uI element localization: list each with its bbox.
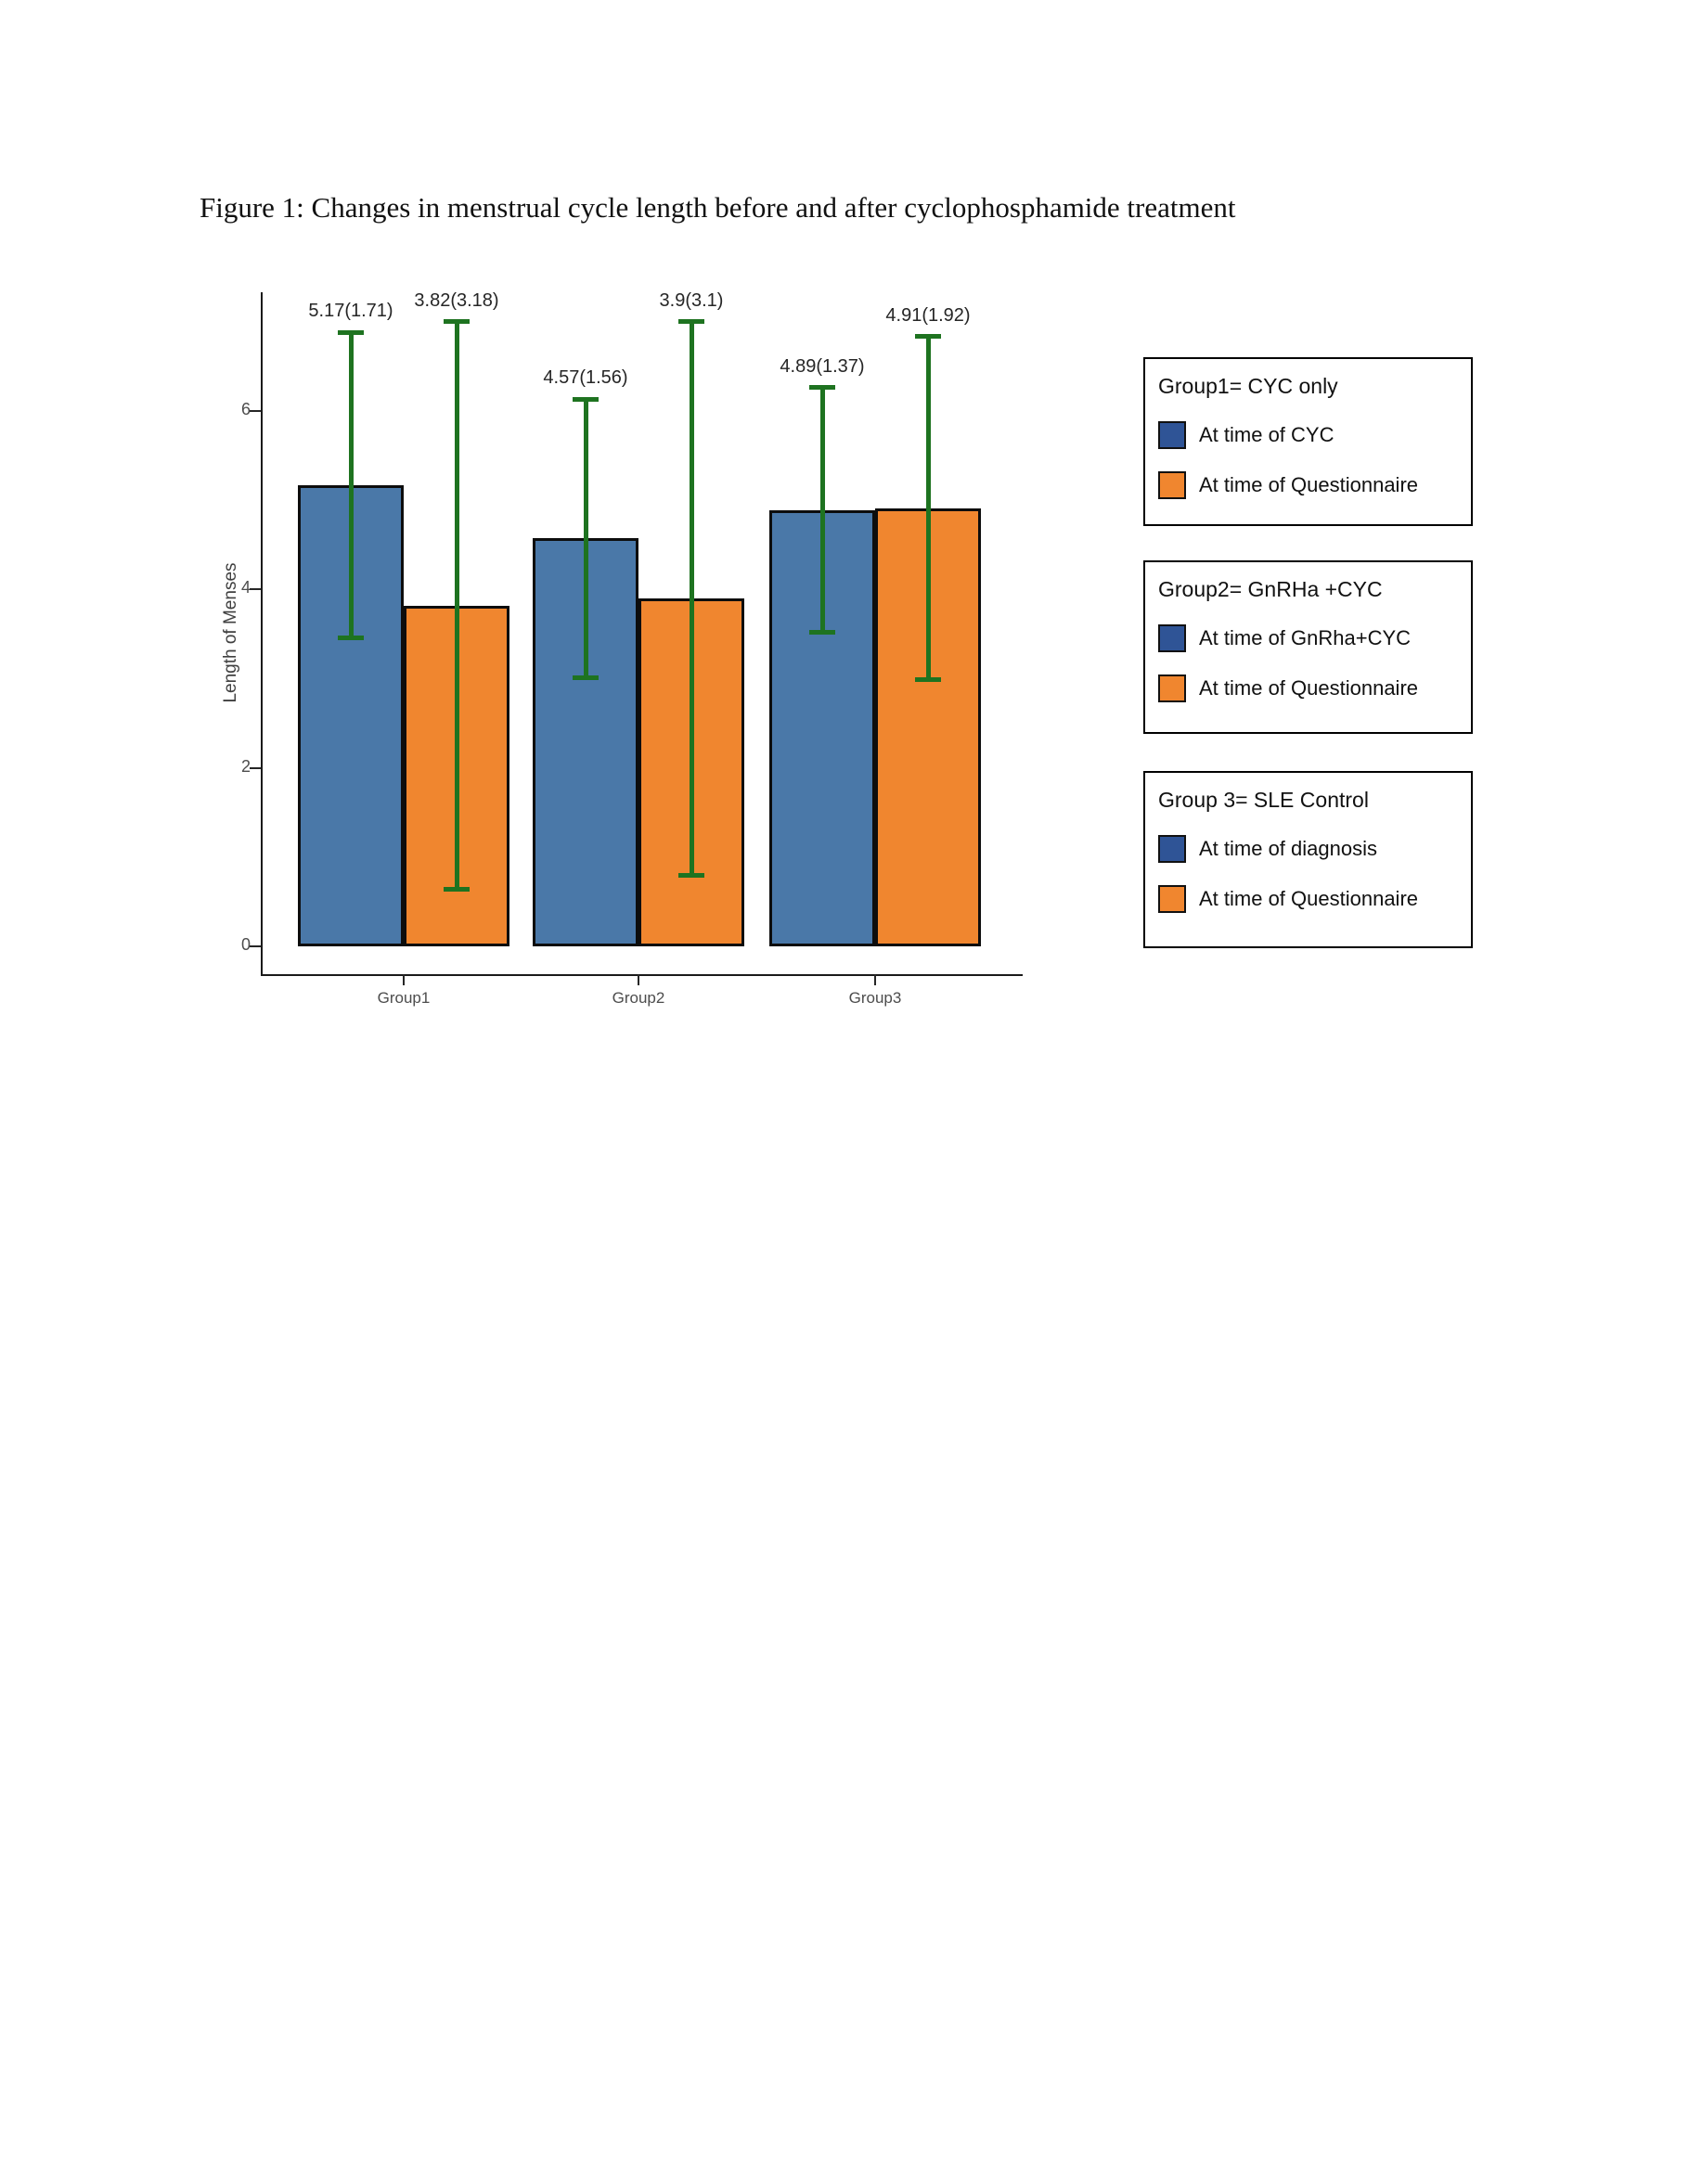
legend-item-label: At time of Questionnaire xyxy=(1199,887,1419,910)
y-tick-mark xyxy=(250,588,261,591)
x-tick-mark xyxy=(874,974,876,985)
orange-swatch-icon xyxy=(1158,885,1186,913)
y-axis-line xyxy=(261,292,263,976)
x-tick-label: Group3 xyxy=(848,989,902,1007)
error-bar-top-cap xyxy=(678,319,704,325)
legend-item: At time of diagnosis xyxy=(1158,835,1462,863)
legend-item-label: At time of diagnosis xyxy=(1199,837,1377,860)
bar-group2-blue xyxy=(533,538,638,946)
blue-swatch-icon xyxy=(1158,624,1186,652)
error-bar-bottom-cap xyxy=(444,886,470,892)
legend-item-label: At time of Questionnaire xyxy=(1199,676,1419,700)
error-bar-top-cap xyxy=(444,319,470,325)
error-bar xyxy=(925,336,931,680)
error-bar-bottom-cap xyxy=(915,676,941,682)
y-tick-mark xyxy=(250,766,261,769)
legend-item-label: At time of GnRha+CYC xyxy=(1199,626,1412,649)
legend-item-label: At time of CYC xyxy=(1199,423,1334,446)
legend-item: At time of CYC xyxy=(1158,421,1462,449)
orange-swatch-icon xyxy=(1158,471,1186,499)
error-bar xyxy=(819,387,825,633)
blue-swatch-icon xyxy=(1158,835,1186,863)
error-bar-bottom-cap xyxy=(573,674,599,680)
error-bar-bottom-cap xyxy=(809,629,835,635)
error-bar xyxy=(689,321,694,876)
x-tick-mark xyxy=(638,974,639,985)
legend-item: At time of Questionnaire xyxy=(1158,674,1462,702)
orange-swatch-icon xyxy=(1158,674,1186,702)
value-label: 3.9(3.1) xyxy=(659,289,724,311)
error-bar-top-cap xyxy=(809,385,835,391)
legend-group2-title: Group2= GnRHa +CYC xyxy=(1158,577,1383,601)
y-tick-label: 6 xyxy=(240,399,251,418)
value-label: 5.17(1.71) xyxy=(308,301,393,322)
legend-item: At time of Questionnaire xyxy=(1158,885,1462,913)
y-tick-label: 4 xyxy=(240,578,251,597)
y-tick-mark xyxy=(250,945,261,947)
x-axis-line xyxy=(261,974,1023,976)
figure-caption: Figure 1: Changes in menstrual cycle len… xyxy=(200,191,1236,224)
x-tick-mark xyxy=(403,974,405,985)
legend-group1: Group1= CYC only At time of CYC At time … xyxy=(1143,357,1473,526)
error-bar xyxy=(454,321,459,890)
legend-group3-title: Group 3= SLE Control xyxy=(1158,788,1369,812)
error-bar xyxy=(348,332,354,638)
value-label: 4.89(1.37) xyxy=(780,355,865,377)
error-bar-bottom-cap xyxy=(678,872,704,878)
y-tick-mark xyxy=(250,409,261,412)
y-tick-label: 0 xyxy=(240,935,251,954)
error-bar-bottom-cap xyxy=(338,635,364,640)
error-bar-top-cap xyxy=(573,396,599,402)
legend-group3: Group 3= SLE Control At time of diagnosi… xyxy=(1143,771,1473,948)
x-tick-label: Group1 xyxy=(377,989,431,1007)
y-tick-label: 2 xyxy=(240,756,251,776)
legend-item: At time of GnRha+CYC xyxy=(1158,624,1462,652)
error-bar-top-cap xyxy=(338,329,364,335)
bar-group3-blue xyxy=(769,509,875,946)
error-bar xyxy=(583,399,588,678)
value-label: 3.82(3.18) xyxy=(414,289,499,311)
legend-group2: Group2= GnRHa +CYC At time of GnRha+CYC … xyxy=(1143,560,1473,734)
x-tick-label: Group2 xyxy=(612,989,665,1007)
blue-swatch-icon xyxy=(1158,421,1186,449)
value-label: 4.57(1.56) xyxy=(543,367,628,389)
error-bar-top-cap xyxy=(915,334,941,340)
value-label: 4.91(1.92) xyxy=(885,304,971,326)
legend-item-label: At time of Questionnaire xyxy=(1199,473,1419,496)
legend-group1-title: Group1= CYC only xyxy=(1158,374,1338,398)
legend-item: At time of Questionnaire xyxy=(1158,471,1462,499)
